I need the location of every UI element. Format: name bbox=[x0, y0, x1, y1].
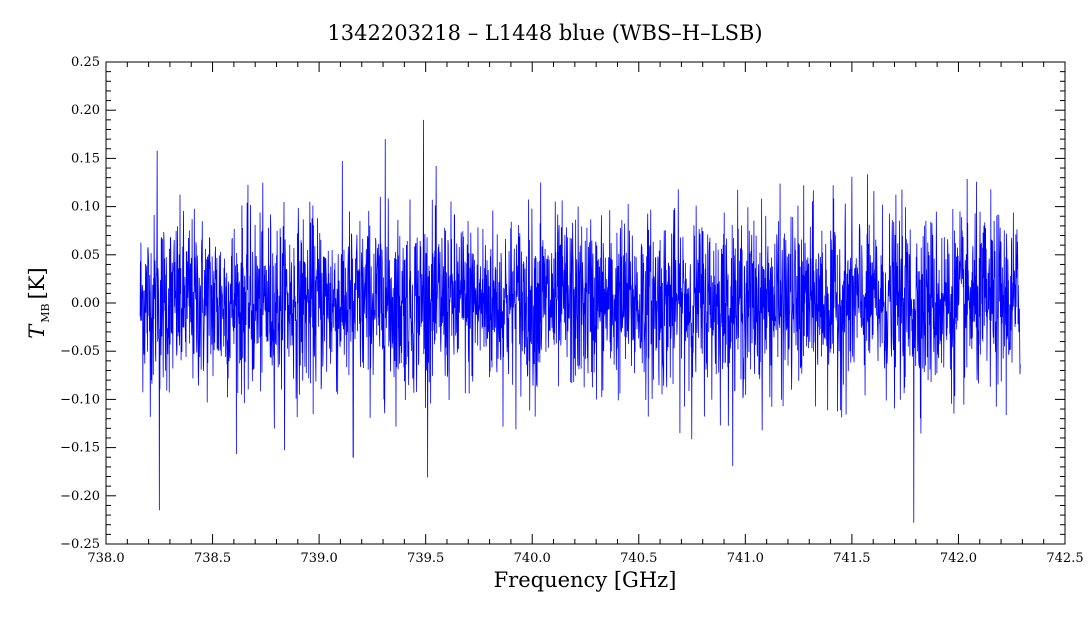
y-tick-label: 0.10 bbox=[71, 200, 100, 215]
y-tick-label: 0.15 bbox=[71, 151, 100, 166]
y-tick-label: 0.25 bbox=[71, 55, 100, 70]
y-tick-label: −0.20 bbox=[60, 489, 100, 504]
y-tick-label: 0.00 bbox=[71, 296, 100, 311]
x-tick-label: 742.0 bbox=[940, 551, 977, 566]
x-tick-label: 741.0 bbox=[727, 551, 764, 566]
x-tick-label: 740.5 bbox=[620, 551, 657, 566]
y-axis-ticks: −0.25 −0.20 −0.15 −0.10 −0.05 0.00 0.05 0.10 0.1… bbox=[60, 55, 1065, 552]
x-tick-label: 741.5 bbox=[833, 551, 870, 566]
x-tick-label: 739.5 bbox=[407, 551, 444, 566]
y-tick-label: 0.20 bbox=[71, 103, 100, 118]
y-tick-label: −0.15 bbox=[60, 441, 100, 456]
x-tick-label: 739.0 bbox=[301, 551, 338, 566]
x-axis-label: Frequency [GHz] bbox=[494, 568, 677, 592]
x-tick-label: 738.5 bbox=[194, 551, 231, 566]
spectrum-series-line bbox=[139, 119, 1021, 523]
y-tick-label: 0.05 bbox=[71, 248, 100, 263]
y-axis-label-subscript: MB bbox=[39, 303, 52, 322]
x-tick-label: 738.0 bbox=[87, 551, 124, 566]
y-tick-label: −0.10 bbox=[60, 392, 100, 407]
x-tick-label: 742.5 bbox=[1046, 551, 1083, 566]
x-tick-label: 740.0 bbox=[514, 551, 551, 566]
y-axis-label: TMB [K] bbox=[25, 267, 52, 338]
x-axis-ticks: 738.0 738.5 739.0 739.5 740.0 740.5 741.0 741.5… bbox=[87, 62, 1084, 566]
y-axis-label-symbol: T bbox=[25, 323, 49, 339]
svg-text:TMB[K]: TMB [K] bbox=[25, 267, 52, 338]
y-tick-label: −0.05 bbox=[60, 344, 100, 359]
y-tick-label: −0.25 bbox=[60, 537, 100, 552]
chart-title: 1342203218 – L1448 blue (WBS–H–LSB) bbox=[327, 21, 762, 45]
y-axis-label-unit: [K] bbox=[25, 267, 49, 299]
